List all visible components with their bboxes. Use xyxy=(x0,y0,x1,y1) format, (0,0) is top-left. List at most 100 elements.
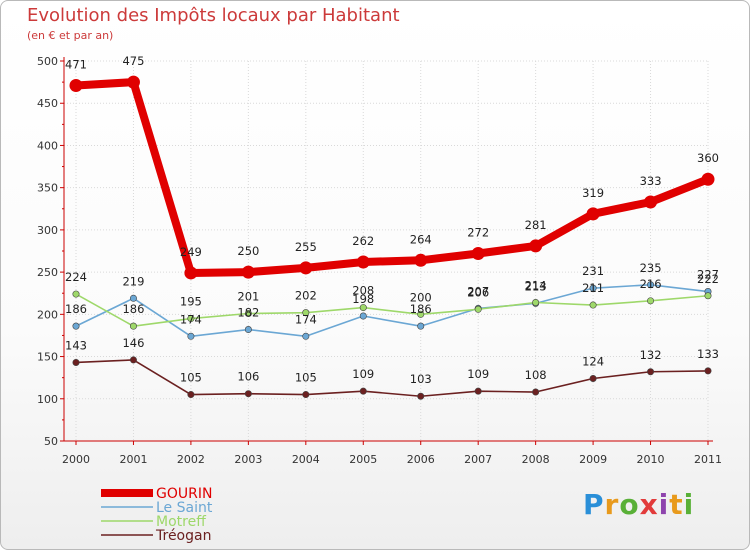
data-label: 146 xyxy=(122,336,144,350)
data-point xyxy=(589,284,597,292)
data-point xyxy=(187,315,195,323)
legend-label: Tréogan xyxy=(155,528,211,544)
data-point xyxy=(417,310,425,318)
data-label: 186 xyxy=(410,302,432,316)
data-point xyxy=(647,297,655,305)
data-point xyxy=(647,368,655,376)
data-point xyxy=(129,322,137,330)
data-point xyxy=(299,261,313,275)
data-label: 231 xyxy=(582,264,604,278)
data-label: 272 xyxy=(467,226,489,240)
chart-subtitle: (en € et par an) xyxy=(27,29,114,42)
data-point xyxy=(302,391,310,399)
data-label: 333 xyxy=(640,174,662,188)
series-line-motreff xyxy=(75,293,709,327)
data-point xyxy=(701,172,715,186)
data-label: 208 xyxy=(352,284,374,298)
x-tick-label: 2001 xyxy=(119,453,147,466)
data-point xyxy=(414,253,428,267)
legend-label: GOURIN xyxy=(156,486,212,502)
data-point xyxy=(532,299,540,307)
data-point xyxy=(129,356,137,364)
y-tick-label: 250 xyxy=(37,266,58,279)
data-label: 360 xyxy=(697,151,719,165)
data-point xyxy=(586,207,600,221)
data-label: 250 xyxy=(237,244,259,258)
data-label: 235 xyxy=(640,261,662,275)
data-label: 133 xyxy=(697,347,719,361)
series-line-gourin xyxy=(72,78,712,277)
x-tick-label: 2000 xyxy=(62,453,90,466)
data-label: 174 xyxy=(295,312,317,326)
data-label: 109 xyxy=(467,367,489,381)
data-point xyxy=(589,375,597,383)
data-label: 124 xyxy=(582,355,604,369)
data-point xyxy=(359,304,367,312)
data-label: 202 xyxy=(295,289,317,303)
data-point xyxy=(72,322,80,330)
y-tick-label: 350 xyxy=(37,182,58,195)
x-tick-label: 2007 xyxy=(464,453,492,466)
data-point xyxy=(474,305,482,313)
y-tick-label: 450 xyxy=(37,97,58,110)
data-point xyxy=(184,266,198,280)
data-label: 200 xyxy=(410,290,432,304)
y-tick-label: 150 xyxy=(37,351,58,364)
data-label: 255 xyxy=(295,240,317,254)
data-point xyxy=(359,312,367,320)
data-label: 475 xyxy=(122,54,144,68)
data-label: 195 xyxy=(180,295,202,309)
data-point xyxy=(126,75,140,89)
data-label: 132 xyxy=(640,348,662,362)
data-label: 106 xyxy=(237,370,259,384)
data-label: 105 xyxy=(180,371,202,385)
axes-layer: 50 100 150 200 250 300 350 400 450 500 2000 2001 200… xyxy=(37,55,722,466)
data-label: 249 xyxy=(180,245,202,259)
data-point xyxy=(356,255,370,269)
series-layer xyxy=(69,75,715,400)
data-point xyxy=(302,309,310,317)
data-label: 227 xyxy=(697,268,719,282)
x-tick-label: 2008 xyxy=(522,453,550,466)
data-point xyxy=(647,281,655,289)
legend-label: Le Saint xyxy=(156,500,213,516)
data-point xyxy=(244,390,252,398)
data-label: 319 xyxy=(582,186,604,200)
data-label: 174 xyxy=(180,312,202,326)
data-label: 103 xyxy=(410,372,432,386)
data-point xyxy=(72,290,80,298)
y-tick-label: 500 xyxy=(37,55,58,68)
y-tick-label: 50 xyxy=(44,435,58,448)
data-point xyxy=(187,391,195,399)
y-tick-label: 400 xyxy=(37,139,58,152)
data-label: 471 xyxy=(65,57,87,71)
y-tick-label: 100 xyxy=(37,393,58,406)
data-label: 214 xyxy=(525,279,547,293)
data-label: 109 xyxy=(352,367,374,381)
data-label: 264 xyxy=(410,232,432,246)
x-tick-label: 2003 xyxy=(234,453,262,466)
x-tick-label: 2004 xyxy=(292,453,320,466)
data-label: 213 xyxy=(525,279,547,293)
data-label: 198 xyxy=(352,292,374,306)
legend-label: Motreff xyxy=(156,514,206,530)
data-point xyxy=(241,265,255,279)
data-label: 219 xyxy=(122,274,144,288)
data-label: 182 xyxy=(237,306,259,320)
data-point xyxy=(532,388,540,396)
data-label: 211 xyxy=(582,281,604,295)
y-tick-label: 200 xyxy=(37,308,58,321)
data-label: 206 xyxy=(467,285,489,299)
data-label: 105 xyxy=(295,371,317,385)
data-point xyxy=(704,367,712,375)
data-label: 108 xyxy=(525,368,547,382)
data-point xyxy=(72,358,80,366)
data-label: 224 xyxy=(65,270,87,284)
data-point xyxy=(187,332,195,340)
data-label: 222 xyxy=(697,272,719,286)
data-point xyxy=(359,387,367,395)
x-tick-label: 2006 xyxy=(407,453,435,466)
data-point xyxy=(129,294,137,302)
data-point xyxy=(417,392,425,400)
